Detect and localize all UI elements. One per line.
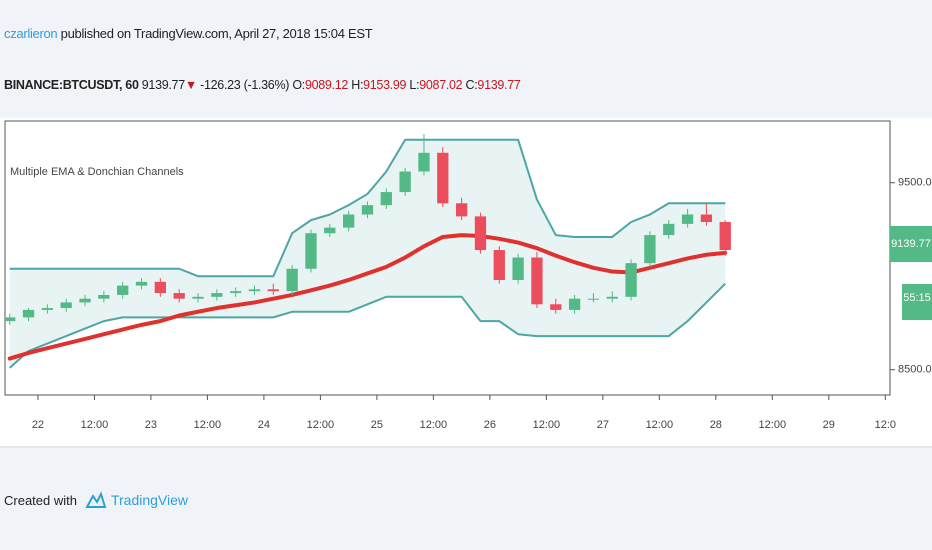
x-tick-label: 24 — [258, 419, 270, 431]
l-value: 9087.02 — [419, 78, 463, 92]
x-tick-label: 26 — [484, 419, 496, 431]
candle-body — [681, 214, 694, 224]
h-label: H: — [351, 78, 364, 92]
candle-body — [60, 302, 72, 309]
x-tick-label: 25 — [371, 419, 383, 431]
candle-body — [324, 227, 336, 234]
symbol: BINANCE:BTCUSDT, 60 — [4, 78, 139, 92]
logo — [85, 491, 107, 508]
candle-body — [22, 309, 35, 318]
l-label: L: — [409, 78, 420, 92]
x-tick-label: 23 — [145, 419, 157, 431]
candle-body — [399, 171, 411, 193]
candle-body — [192, 296, 204, 299]
candle-body — [437, 152, 449, 204]
x-tick-label: 27 — [597, 419, 609, 431]
candle-body — [474, 216, 487, 251]
x-tick-label: 12:0 — [875, 419, 896, 431]
candle-body — [587, 298, 600, 300]
channel-fill — [9, 139, 726, 368]
candle-body — [531, 257, 543, 305]
x-tick-label: 12:00 — [533, 419, 561, 431]
x-tick-label: 12:00 — [194, 419, 222, 431]
published-text: published on TradingView.com, April 27, … — [60, 26, 373, 41]
candle-body — [248, 289, 261, 292]
candle-body — [211, 293, 223, 297]
indicator-line — [7, 233, 728, 361]
candle-body — [5, 317, 16, 322]
c-label: C: — [465, 78, 478, 92]
candle-body — [512, 257, 524, 280]
candle-body — [154, 281, 166, 294]
c-value: 9139.77 — [477, 78, 521, 92]
candle-body — [493, 250, 505, 280]
candle-body — [286, 268, 298, 292]
y-tick-label: 9500.00 — [898, 177, 932, 189]
publish-line: czarlieron published on TradingView.com,… — [4, 26, 373, 41]
indicator-line — [9, 138, 726, 278]
candle-body — [568, 298, 581, 310]
logo-shape — [85, 491, 107, 508]
price-tag: 9139.77 — [891, 238, 931, 250]
candle-body — [135, 281, 148, 286]
footer: Created with TradingView — [4, 491, 188, 509]
plot-area — [5, 134, 731, 369]
countdown-bg — [902, 284, 932, 320]
candle-body — [267, 289, 279, 292]
h-value: 9153.99 — [363, 78, 407, 92]
change: -126.23 (-1.36%) — [200, 78, 290, 92]
candle-body — [625, 263, 637, 297]
y-tick-label: 8500.00 — [898, 364, 932, 376]
candle-body — [305, 233, 317, 269]
brand-link[interactable]: TradingView — [110, 492, 189, 508]
change-arrow: ▼ — [184, 78, 197, 92]
countdown: 55:15 — [903, 292, 931, 304]
candle-body — [230, 291, 242, 294]
o-value: 9089.12 — [304, 78, 349, 92]
x-tick-label: 12:00 — [646, 419, 674, 431]
candle-body — [418, 152, 430, 172]
x-tick-label: 12:00 — [81, 419, 109, 431]
candle-body — [644, 235, 656, 264]
last-price: 9139.77 — [141, 78, 185, 92]
author-link[interactable]: czarlieron — [4, 26, 58, 41]
candle-body — [700, 214, 713, 222]
x-tick-label: 28 — [710, 419, 722, 431]
x-tick-label: 22 — [32, 419, 44, 431]
candle-body — [41, 308, 54, 310]
x-tick-label: 12:00 — [759, 419, 787, 431]
candle-body — [361, 205, 374, 215]
x-tick-label: 12:00 — [307, 419, 335, 431]
candle-body — [455, 203, 468, 217]
candle-body — [173, 293, 185, 299]
indicator-line — [9, 283, 726, 369]
candle-body — [663, 223, 675, 236]
symbol-line: BINANCE:BTCUSDT, 60 9139.77▼ -126.23 (-1… — [4, 78, 521, 92]
x-tick-label: 12:00 — [420, 419, 448, 431]
candle-body — [719, 221, 731, 251]
candle-body — [606, 296, 618, 299]
candle-body — [117, 285, 129, 295]
candle-body — [380, 192, 392, 206]
price-tag-bg — [890, 226, 932, 262]
x-tick-label: 29 — [823, 419, 835, 431]
candle-body — [79, 298, 91, 303]
indicator-label: Multiple EMA & Donchian Channels — [10, 166, 184, 178]
candle-body — [342, 214, 355, 228]
created-with: Created with — [4, 492, 77, 508]
candle-body — [550, 304, 562, 310]
o-label: O: — [292, 78, 305, 92]
candle-body — [98, 294, 110, 299]
